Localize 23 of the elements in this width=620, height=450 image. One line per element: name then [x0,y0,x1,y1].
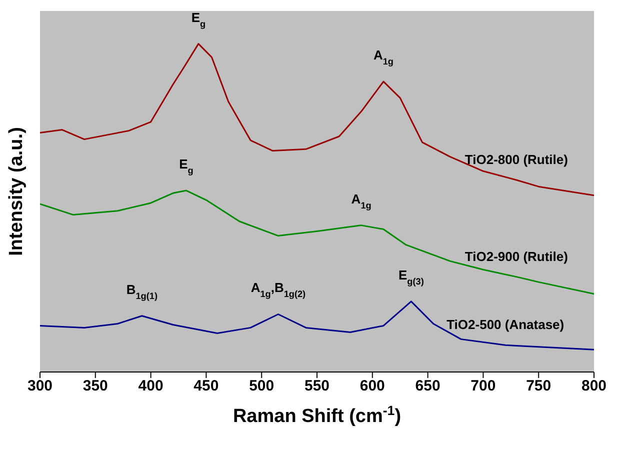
x-tick-label: 350 [82,378,108,395]
annotation: A$_{1g}$ [351,191,372,210]
x-tick-label: 700 [470,378,496,395]
x-tick-label: 550 [304,378,330,395]
series-label: TiO2-500 (Anatase) [446,317,564,332]
annotation: E$_{g}$ [179,156,194,176]
x-tick-label: 750 [526,378,552,395]
x-tick-label: 450 [194,378,219,395]
series-label: TiO2-800 (Rutile) [464,152,568,168]
annotation: B$_{1g(1)}$ [126,282,158,301]
x-tick-label: 650 [415,378,440,395]
x-tick-label: 400 [138,378,164,395]
x-tick-label: 300 [27,378,53,395]
annotation: A$_{1g}$ [373,48,394,67]
annotation: A$_{1g}$,B$_{1g(2)}$ [250,280,306,300]
x-tick-label: 600 [360,378,385,395]
x-axis-title: Raman Shift (cm$^{-1}$) [232,402,402,427]
y-axis-title: Intensity (a.u.) [6,127,27,256]
x-tick-label: 500 [249,378,274,395]
series-label: TiO2-900 (Rutile) [464,248,568,264]
annotation: E$_{g}$ [191,10,206,29]
x-tick-label: 800 [581,378,607,395]
annotation: E$_{g(3)}$ [398,267,424,286]
